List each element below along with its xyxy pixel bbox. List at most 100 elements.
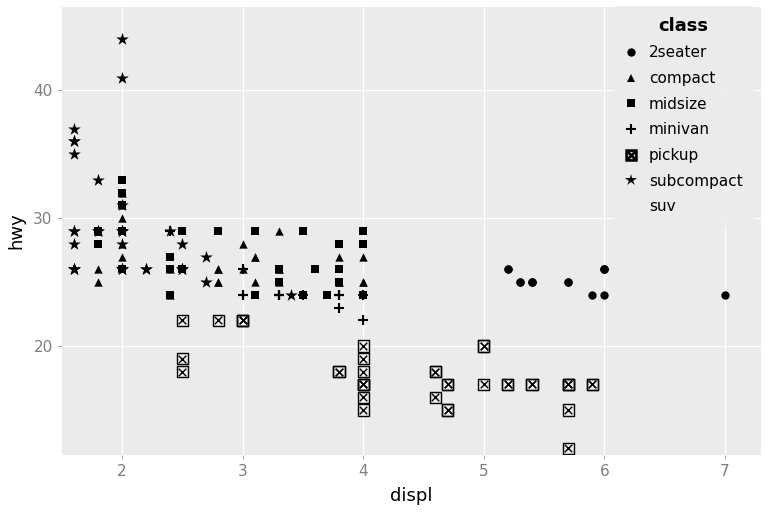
Point <box>442 380 454 389</box>
Point <box>116 227 128 235</box>
Point <box>719 291 731 299</box>
Point <box>429 368 442 376</box>
Point <box>164 227 177 235</box>
Point <box>116 188 128 197</box>
Point <box>273 265 285 273</box>
Point <box>237 316 249 325</box>
Point <box>598 265 611 273</box>
Point <box>586 380 598 389</box>
Point <box>212 316 224 325</box>
Point <box>116 201 128 209</box>
Point <box>116 240 128 248</box>
Point <box>357 380 369 389</box>
Point <box>273 291 285 299</box>
Point <box>176 240 188 248</box>
Point <box>333 265 345 273</box>
Point <box>598 291 611 299</box>
Point <box>586 380 598 389</box>
Point <box>176 355 188 363</box>
Point <box>357 393 369 401</box>
Point <box>478 380 490 389</box>
Point <box>357 393 369 401</box>
Point <box>273 291 285 299</box>
Point <box>91 265 104 273</box>
Point <box>273 265 285 273</box>
Point <box>502 380 514 389</box>
Point <box>502 380 514 389</box>
Point <box>357 380 369 389</box>
Point <box>429 368 442 376</box>
Point <box>212 278 224 286</box>
Point <box>200 252 213 261</box>
Point <box>91 227 104 235</box>
Point <box>249 252 261 261</box>
Point <box>357 227 369 235</box>
Point <box>442 380 454 389</box>
Point <box>237 316 249 325</box>
Point <box>357 291 369 299</box>
Point <box>176 265 188 273</box>
Point <box>562 380 574 389</box>
Point <box>176 368 188 376</box>
Point <box>562 278 574 286</box>
Point <box>357 240 369 248</box>
Point <box>598 265 611 273</box>
Point <box>176 227 188 235</box>
Point <box>237 265 249 273</box>
Point <box>249 227 261 235</box>
Point <box>176 265 188 273</box>
Point <box>357 291 369 299</box>
Point <box>68 150 80 158</box>
Point <box>116 35 128 43</box>
Point <box>116 214 128 222</box>
Point <box>357 342 369 350</box>
Point <box>273 265 285 273</box>
Point <box>273 265 285 273</box>
Point <box>116 73 128 81</box>
Point <box>357 278 369 286</box>
Point <box>333 368 345 376</box>
Point <box>562 278 574 286</box>
Point <box>478 342 490 350</box>
Point <box>91 240 104 248</box>
Point <box>249 291 261 299</box>
Point <box>296 291 309 299</box>
Point <box>200 278 213 286</box>
Point <box>442 406 454 414</box>
Point <box>116 265 128 273</box>
Point <box>598 265 611 273</box>
Point <box>273 227 285 235</box>
Point <box>212 227 224 235</box>
Point <box>237 291 249 299</box>
Point <box>249 227 261 235</box>
Point <box>68 240 80 248</box>
Point <box>357 406 369 414</box>
Point <box>562 444 574 453</box>
Point <box>116 201 128 209</box>
Point <box>586 380 598 389</box>
Point <box>333 291 345 299</box>
Point <box>237 265 249 273</box>
Point <box>116 265 128 273</box>
Point <box>116 227 128 235</box>
Point <box>116 201 128 209</box>
Point <box>502 265 514 273</box>
Point <box>116 265 128 273</box>
Point <box>442 406 454 414</box>
Point <box>273 291 285 299</box>
Point <box>526 380 538 389</box>
Point <box>526 278 538 286</box>
Point <box>357 252 369 261</box>
Point <box>478 380 490 389</box>
Point <box>237 291 249 299</box>
Point <box>91 176 104 184</box>
Point <box>176 355 188 363</box>
Point <box>321 291 333 299</box>
Point <box>526 380 538 389</box>
Point <box>164 265 177 273</box>
Point <box>273 278 285 286</box>
Point <box>442 380 454 389</box>
Point <box>237 316 249 325</box>
Point <box>237 240 249 248</box>
Point <box>273 278 285 286</box>
